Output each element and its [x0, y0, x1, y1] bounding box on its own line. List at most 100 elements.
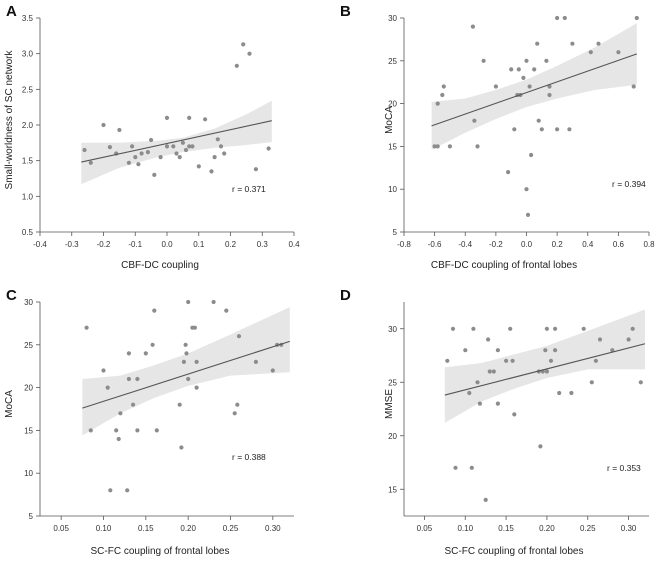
data-point-a: [158, 155, 163, 160]
x-tick-label-a: 0.0: [161, 240, 173, 249]
data-point-d: [638, 380, 643, 385]
x-tick-label-b: 0.2: [552, 240, 564, 249]
y-tick-label-b: 25: [388, 57, 397, 66]
data-point-c: [154, 428, 159, 433]
data-point-a: [187, 115, 192, 120]
data-point-c: [184, 351, 189, 356]
confidence-band-d: [444, 309, 645, 423]
y-tick-label-d: 20: [388, 432, 397, 441]
data-point-c: [152, 308, 157, 313]
x-axis-title-d: SC-FC coupling of frontal lobes: [445, 546, 584, 557]
data-point-b: [634, 15, 639, 21]
data-point-a: [152, 172, 157, 177]
data-point-c: [88, 428, 93, 433]
data-point-d: [508, 326, 513, 331]
x-tick-label-a: -0.1: [128, 240, 142, 249]
data-point-d: [445, 358, 450, 363]
data-point-a: [164, 144, 170, 149]
data-point-c: [253, 359, 258, 364]
data-point-d: [544, 326, 549, 331]
data-point-c: [224, 308, 229, 313]
data-point-b: [435, 101, 440, 106]
data-point-d: [504, 358, 509, 363]
data-point-b: [596, 41, 601, 46]
data-point-c: [179, 445, 184, 450]
data-point-a: [196, 164, 201, 169]
data-point-c: [177, 402, 182, 407]
data-point-a: [180, 140, 185, 145]
data-point-c: [108, 488, 113, 493]
y-tick-label-a: 2.0: [22, 121, 34, 130]
data-point-d: [483, 497, 488, 502]
data-point-d: [610, 348, 615, 353]
data-point-b: [562, 15, 567, 21]
data-point-d: [467, 390, 472, 396]
data-point-a: [174, 151, 179, 156]
data-point-b: [470, 24, 475, 29]
data-point-d: [589, 380, 594, 385]
x-tick-label-b: 0.4: [582, 240, 594, 249]
data-point-c: [270, 368, 275, 373]
correlation-label-a: r = 0.371: [232, 184, 266, 194]
data-point-a: [126, 160, 131, 165]
y-tick-label-b: 20: [388, 100, 397, 109]
data-point-b: [516, 67, 521, 72]
x-tick-label-c: 0.15: [138, 524, 154, 533]
x-tick-label-a: 0.1: [193, 240, 205, 249]
data-point-c: [236, 334, 242, 339]
data-point-b: [525, 212, 531, 217]
data-point-d: [510, 358, 515, 363]
data-point-c: [118, 411, 123, 416]
y-tick-label-b: 15: [388, 142, 397, 151]
data-point-a: [215, 137, 220, 142]
correlation-label-c: r = 0.388: [232, 452, 266, 462]
data-point-a: [234, 63, 239, 68]
data-point-b: [475, 144, 480, 149]
data-point-a: [247, 51, 252, 56]
data-point-c: [186, 299, 191, 305]
data-point-a: [190, 144, 195, 149]
data-point-d: [453, 465, 458, 470]
x-tick-label-b: -0.6: [428, 240, 442, 249]
y-axis-title-c: MoCA: [4, 390, 15, 418]
y-tick-label-a: 1.5: [22, 157, 34, 166]
x-tick-label-c: 0.25: [223, 524, 239, 533]
data-point-d: [581, 326, 586, 331]
y-axis-title-d: MMSE: [384, 389, 395, 419]
x-tick-label-b: 0.8: [643, 240, 655, 249]
x-tick-label-a: -0.3: [65, 240, 79, 249]
data-point-b: [570, 41, 575, 46]
data-point-d: [538, 444, 543, 449]
data-point-a: [203, 117, 208, 122]
y-tick-label-c: 10: [24, 469, 33, 478]
y-tick-label-b: 5: [393, 228, 398, 237]
data-point-c: [126, 376, 131, 382]
y-tick-label-c: 20: [24, 384, 33, 393]
data-point-a: [107, 145, 112, 150]
data-point-d: [557, 390, 562, 396]
x-tick-label-a: 0.4: [288, 240, 300, 249]
data-point-a: [218, 144, 224, 149]
data-point-b: [432, 144, 437, 149]
data-point-d: [553, 348, 558, 353]
data-point-b: [555, 127, 560, 132]
y-tick-label-a: 3.0: [22, 50, 34, 59]
y-tick-label-d: 30: [388, 325, 397, 334]
x-tick-label-b: 0.0: [521, 240, 533, 249]
data-point-c: [232, 411, 237, 416]
data-point-b: [447, 144, 452, 149]
data-point-b: [524, 58, 529, 63]
x-tick-label-b: -0.2: [489, 240, 503, 249]
data-point-c: [183, 342, 188, 347]
data-point-b: [440, 92, 445, 98]
panel-letter-b: B: [340, 3, 351, 20]
data-point-a: [209, 169, 214, 174]
data-point-a: [241, 42, 246, 47]
data-point-a: [130, 144, 135, 149]
panel-letter-c: C: [6, 287, 17, 304]
data-point-c: [143, 351, 148, 356]
confidence-band-a: [81, 100, 272, 185]
x-tick-label-d: 0.25: [580, 524, 596, 533]
data-point-d: [469, 465, 474, 470]
x-tick-label-a: -0.4: [33, 240, 47, 249]
